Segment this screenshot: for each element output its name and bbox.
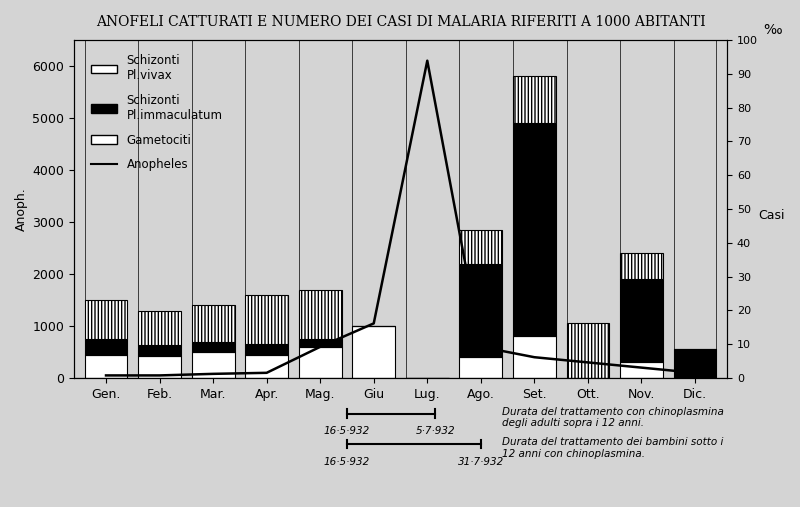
Bar — [620, 363, 663, 378]
Bar — [352, 326, 395, 378]
Text: Durata del trattamento dei bambini sotto i
12 anni con chinoplasmina.: Durata del trattamento dei bambini sotto… — [502, 437, 724, 459]
Bar — [674, 349, 717, 378]
Bar — [192, 352, 234, 378]
Title: ANOFELI CATTURATI E NUMERO DEI CASI DI MALARIA RIFERITI A 1000 ABITANTI: ANOFELI CATTURATI E NUMERO DEI CASI DI M… — [96, 15, 706, 29]
Bar — [298, 339, 342, 347]
Bar — [459, 230, 502, 264]
Text: Durata del trattamento con chinoplasmina
degli adulti sopra i 12 anni.: Durata del trattamento con chinoplasmina… — [502, 407, 724, 428]
Text: ‰: ‰ — [763, 22, 782, 37]
Bar — [298, 347, 342, 378]
Bar — [85, 354, 127, 378]
Bar — [620, 253, 663, 279]
Bar — [85, 339, 127, 354]
Text: 16·5·932: 16·5·932 — [324, 457, 370, 466]
Bar — [246, 295, 288, 344]
Text: 5·7·932: 5·7·932 — [415, 426, 455, 436]
Y-axis label: Anoph.: Anoph. — [15, 187, 28, 231]
Bar — [85, 300, 127, 339]
Bar — [192, 342, 234, 352]
Bar — [459, 264, 502, 357]
Bar — [138, 311, 181, 345]
Bar — [620, 279, 663, 363]
Bar — [138, 345, 181, 355]
Bar — [566, 323, 610, 378]
Bar — [459, 357, 502, 378]
Bar — [513, 337, 556, 378]
Bar — [513, 76, 556, 123]
Text: 31·7·932: 31·7·932 — [458, 457, 504, 466]
Bar — [246, 344, 288, 354]
Bar — [246, 354, 288, 378]
Text: 16·5·932: 16·5·932 — [324, 426, 370, 436]
Bar — [298, 289, 342, 339]
Bar — [513, 123, 556, 337]
Legend: Schizonti
Pl.vivax, Schizonti
Pl.immaculatum, Gametociti, Anopheles: Schizonti Pl.vivax, Schizonti Pl.immacul… — [86, 49, 227, 176]
Bar — [192, 305, 234, 342]
Bar — [138, 355, 181, 378]
Y-axis label: Casi: Casi — [758, 209, 785, 222]
